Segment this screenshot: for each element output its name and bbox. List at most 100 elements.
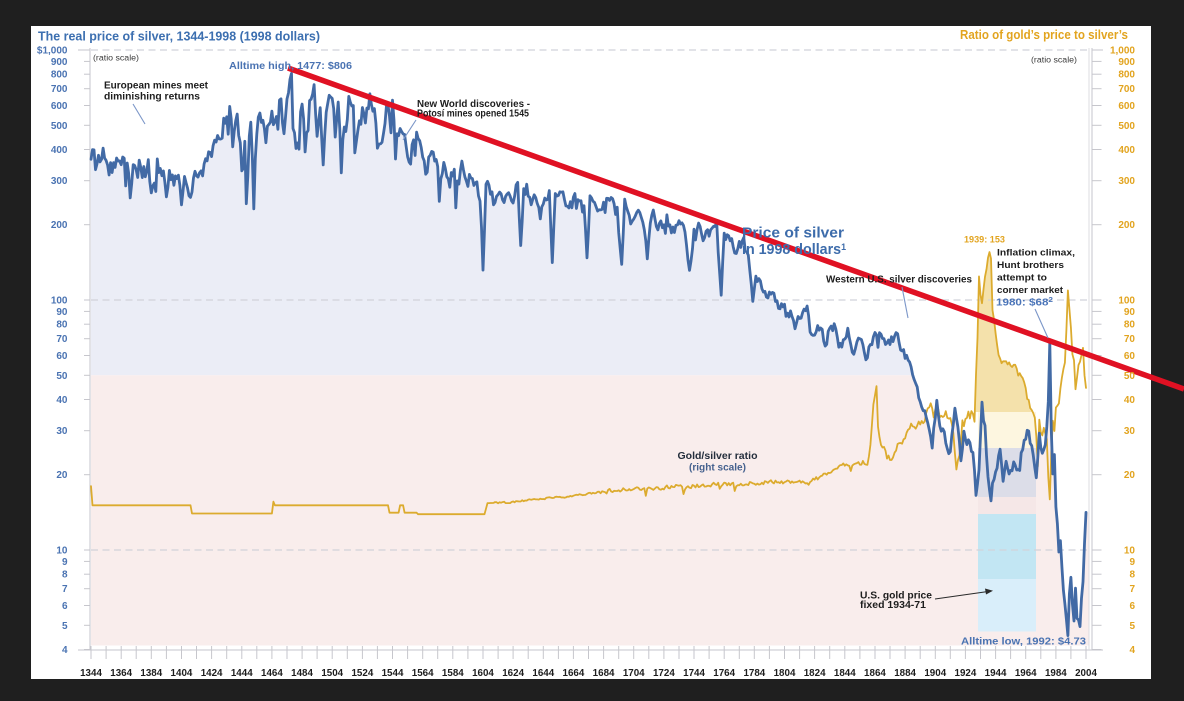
svg-text:European mines meet: European mines meet — [104, 81, 209, 92]
svg-text:attempt to: attempt to — [997, 272, 1047, 283]
svg-text:600: 600 — [1118, 101, 1135, 112]
svg-text:Gold/silver ratio: Gold/silver ratio — [678, 451, 758, 462]
svg-text:7: 7 — [1129, 584, 1135, 595]
svg-text:1944: 1944 — [985, 668, 1007, 679]
svg-text:10: 10 — [56, 546, 68, 557]
svg-text:1924: 1924 — [955, 668, 977, 679]
svg-text:1964: 1964 — [1015, 668, 1037, 679]
svg-text:1864: 1864 — [864, 668, 886, 679]
svg-text:20: 20 — [1124, 470, 1136, 481]
svg-text:1744: 1744 — [683, 668, 705, 679]
svg-text:diminishing returns: diminishing returns — [104, 91, 200, 102]
svg-text:in 1998 dollars1: in 1998 dollars1 — [742, 242, 846, 258]
svg-text:400: 400 — [1118, 145, 1135, 156]
svg-text:Price of silver: Price of silver — [742, 226, 844, 242]
svg-text:Potosí mines opened 1545: Potosí mines opened 1545 — [417, 109, 529, 120]
svg-text:5: 5 — [1129, 621, 1135, 632]
svg-text:20: 20 — [56, 470, 68, 481]
svg-text:1484: 1484 — [291, 668, 313, 679]
svg-text:1684: 1684 — [593, 668, 615, 679]
svg-text:Alltime high, 1477: $806: Alltime high, 1477: $806 — [229, 61, 352, 72]
svg-text:1824: 1824 — [804, 668, 826, 679]
svg-text:Alltime low, 1992: $4.73: Alltime low, 1992: $4.73 — [961, 637, 1086, 648]
svg-text:40: 40 — [1124, 395, 1136, 406]
svg-text:(ratio scale): (ratio scale) — [1031, 56, 1077, 65]
svg-text:10: 10 — [1124, 546, 1136, 557]
svg-text:1444: 1444 — [231, 668, 253, 679]
svg-text:1704: 1704 — [623, 668, 645, 679]
svg-text:(right scale): (right scale) — [689, 463, 746, 474]
svg-text:300: 300 — [1118, 176, 1135, 187]
svg-text:50: 50 — [1124, 371, 1136, 382]
svg-text:$1,000: $1,000 — [37, 46, 68, 57]
svg-text:1784: 1784 — [743, 668, 765, 679]
svg-text:corner market: corner market — [997, 285, 1064, 296]
svg-text:30: 30 — [56, 426, 68, 437]
svg-text:Western U.S. silver discoverie: Western U.S. silver discoveries — [826, 275, 972, 286]
svg-text:1464: 1464 — [261, 668, 283, 679]
svg-text:9: 9 — [1129, 557, 1135, 568]
svg-text:9: 9 — [62, 557, 68, 568]
svg-text:1584: 1584 — [442, 668, 464, 679]
svg-text:30: 30 — [1124, 426, 1136, 437]
svg-text:1904: 1904 — [924, 668, 946, 679]
svg-text:200: 200 — [1118, 220, 1135, 231]
svg-text:70: 70 — [56, 334, 68, 345]
svg-text:1804: 1804 — [774, 668, 796, 679]
svg-text:Inflation climax,: Inflation climax, — [997, 248, 1075, 259]
svg-text:70: 70 — [1124, 334, 1136, 345]
svg-text:100: 100 — [51, 296, 68, 307]
svg-text:4: 4 — [62, 645, 68, 656]
svg-text:1764: 1764 — [713, 668, 735, 679]
svg-text:90: 90 — [56, 307, 68, 318]
svg-text:1424: 1424 — [201, 668, 223, 679]
svg-text:1504: 1504 — [321, 668, 343, 679]
svg-text:1664: 1664 — [563, 668, 585, 679]
svg-text:800: 800 — [51, 70, 68, 81]
svg-text:1939: 153: 1939: 153 — [964, 235, 1005, 246]
svg-text:1404: 1404 — [171, 668, 193, 679]
svg-text:1544: 1544 — [382, 668, 404, 679]
svg-text:1524: 1524 — [351, 668, 373, 679]
svg-text:The real price of silver, 1344: The real price of silver, 1344-1998 (199… — [38, 29, 320, 43]
svg-text:700: 700 — [51, 84, 68, 95]
svg-text:8: 8 — [1129, 570, 1135, 581]
svg-text:60: 60 — [56, 351, 68, 362]
svg-text:700: 700 — [1118, 84, 1135, 95]
svg-text:4: 4 — [1129, 645, 1135, 656]
svg-text:6: 6 — [62, 601, 68, 612]
svg-text:1384: 1384 — [140, 668, 162, 679]
svg-text:U.S. gold price: U.S. gold price — [860, 590, 932, 601]
svg-text:(ratio scale): (ratio scale) — [93, 54, 139, 63]
svg-text:100: 100 — [1118, 296, 1135, 307]
svg-text:1884: 1884 — [894, 668, 916, 679]
svg-text:600: 600 — [51, 101, 68, 112]
svg-text:7: 7 — [62, 584, 68, 595]
svg-text:New World discoveries -: New World discoveries - — [417, 99, 530, 110]
svg-text:900: 900 — [1118, 57, 1135, 68]
svg-text:1844: 1844 — [834, 668, 856, 679]
svg-text:1644: 1644 — [532, 668, 554, 679]
svg-text:500: 500 — [1118, 121, 1135, 132]
svg-text:400: 400 — [51, 145, 68, 156]
svg-text:1724: 1724 — [653, 668, 675, 679]
svg-text:5: 5 — [62, 621, 68, 632]
svg-text:900: 900 — [51, 57, 68, 68]
svg-text:1624: 1624 — [502, 668, 524, 679]
svg-text:40: 40 — [56, 395, 68, 406]
svg-text:80: 80 — [56, 320, 68, 331]
svg-text:800: 800 — [1118, 70, 1135, 81]
svg-text:Ratio of gold’s price to silve: Ratio of gold’s price to silver’s — [960, 28, 1128, 42]
svg-text:6: 6 — [1129, 601, 1135, 612]
svg-text:1,000: 1,000 — [1110, 46, 1135, 57]
svg-text:1984: 1984 — [1045, 668, 1067, 679]
svg-text:200: 200 — [51, 220, 68, 231]
svg-text:90: 90 — [1124, 307, 1136, 318]
svg-text:500: 500 — [51, 121, 68, 132]
svg-text:Hunt brothers: Hunt brothers — [997, 260, 1064, 271]
svg-text:1564: 1564 — [412, 668, 434, 679]
svg-text:2004: 2004 — [1075, 668, 1097, 679]
svg-text:8: 8 — [62, 570, 68, 581]
svg-text:60: 60 — [1124, 351, 1136, 362]
svg-text:1344: 1344 — [80, 668, 102, 679]
